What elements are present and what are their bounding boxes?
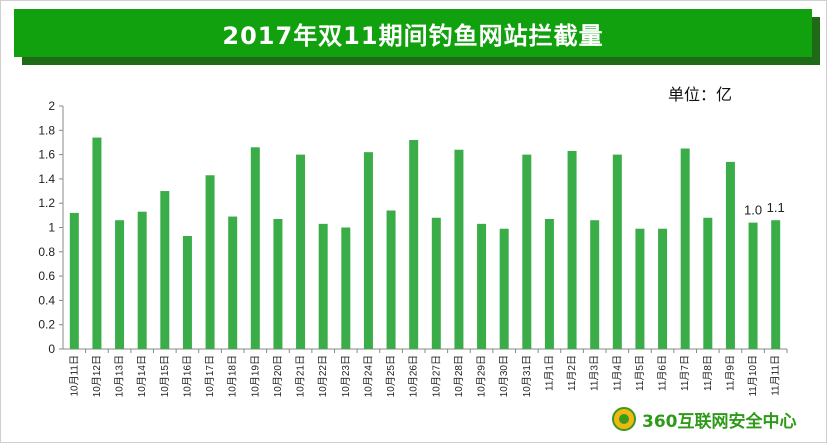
title-banner: 2017年双11期间钓鱼网站拦截量	[14, 9, 812, 57]
bar	[137, 211, 147, 349]
x-tick-label: 11月11日	[770, 355, 782, 396]
bar	[431, 217, 441, 349]
x-tick-label: 10月27日	[430, 355, 442, 397]
y-tick-label: 0	[48, 342, 55, 356]
y-tick-label: 1	[48, 221, 55, 235]
x-tick-label: 11月3日	[589, 355, 601, 391]
x-tick-label: 10月23日	[340, 355, 352, 397]
x-tick-label: 10月14日	[136, 355, 148, 397]
bar	[522, 154, 532, 349]
x-tick-label: 10月22日	[317, 355, 329, 397]
bar	[658, 228, 668, 349]
bar	[725, 161, 735, 349]
x-tick-label: 10月18日	[227, 355, 239, 397]
x-tick-label: 10月12日	[91, 355, 103, 397]
bar	[544, 218, 554, 349]
bar	[386, 210, 396, 349]
bar	[612, 154, 622, 349]
x-tick-label: 11月7日	[679, 355, 691, 391]
bar	[499, 228, 509, 349]
x-tick-label: 11月1日	[543, 355, 555, 391]
x-tick-label: 10月20日	[272, 355, 284, 397]
x-tick-label: 11月9日	[724, 355, 736, 391]
data-label: 1.0	[744, 203, 762, 218]
x-tick-label: 10月29日	[476, 355, 488, 397]
bar	[296, 154, 306, 349]
bar	[318, 223, 328, 349]
x-tick-label: 11月5日	[634, 355, 646, 391]
y-tick-label: 1.4	[38, 172, 55, 186]
bar	[454, 149, 464, 349]
bar	[409, 140, 419, 349]
y-tick-label: 0.8	[38, 245, 55, 259]
x-tick-label: 10月21日	[295, 355, 307, 397]
x-tick-label: 10月28日	[453, 355, 465, 397]
x-tick-label: 11月6日	[657, 355, 669, 391]
x-tick-label: 11月4日	[611, 355, 623, 391]
bar	[69, 212, 79, 349]
bar	[182, 236, 192, 349]
bar	[115, 220, 125, 349]
x-tick-label: 10月11日	[68, 355, 80, 397]
bar	[635, 228, 645, 349]
x-tick-label: 11月8日	[702, 355, 714, 391]
bar	[363, 152, 373, 349]
brand-name: 360互联网安全中心	[642, 411, 797, 432]
x-tick-label: 10月30日	[498, 355, 510, 397]
y-tick-label: 1.2	[38, 196, 55, 210]
bar	[160, 191, 170, 349]
x-tick-label: 11月10日	[747, 355, 759, 397]
chart-title: 2017年双11期间钓鱼网站拦截量	[222, 21, 604, 50]
bar	[771, 220, 781, 349]
bar	[273, 218, 283, 349]
y-tick-label: 0.4	[38, 293, 55, 307]
bar	[703, 217, 713, 349]
bar	[748, 222, 758, 349]
y-tick-label: 1.8	[38, 123, 55, 137]
bar	[680, 148, 690, 349]
x-tick-label: 10月31日	[521, 355, 533, 397]
unit-label: 单位：亿	[668, 85, 733, 104]
x-tick-label: 11月2日	[566, 355, 578, 391]
x-tick-label: 10月17日	[204, 355, 216, 397]
brand-footer: 360互联网安全中心	[612, 406, 797, 432]
bar	[341, 227, 351, 349]
x-tick-label: 10月26日	[408, 355, 420, 397]
bar	[590, 220, 600, 349]
x-tick-label: 10月25日	[385, 355, 397, 397]
360-logo-icon	[612, 407, 636, 431]
bar	[567, 150, 577, 349]
x-tick-label: 10月24日	[362, 355, 374, 397]
y-tick-label: 0.6	[38, 269, 55, 283]
y-tick-label: 1.6	[38, 148, 55, 162]
y-tick-label: 0.2	[38, 318, 55, 332]
data-label: 1.1	[767, 200, 785, 215]
bar	[92, 137, 102, 349]
bar	[205, 175, 215, 349]
bar	[477, 223, 487, 349]
bar	[228, 216, 238, 349]
x-tick-label: 10月13日	[114, 355, 126, 397]
x-tick-label: 10月16日	[181, 355, 193, 397]
y-tick-label: 2	[48, 99, 55, 113]
x-tick-label: 10月19日	[249, 355, 261, 397]
bar	[250, 147, 260, 349]
x-tick-label: 10月15日	[159, 355, 171, 397]
